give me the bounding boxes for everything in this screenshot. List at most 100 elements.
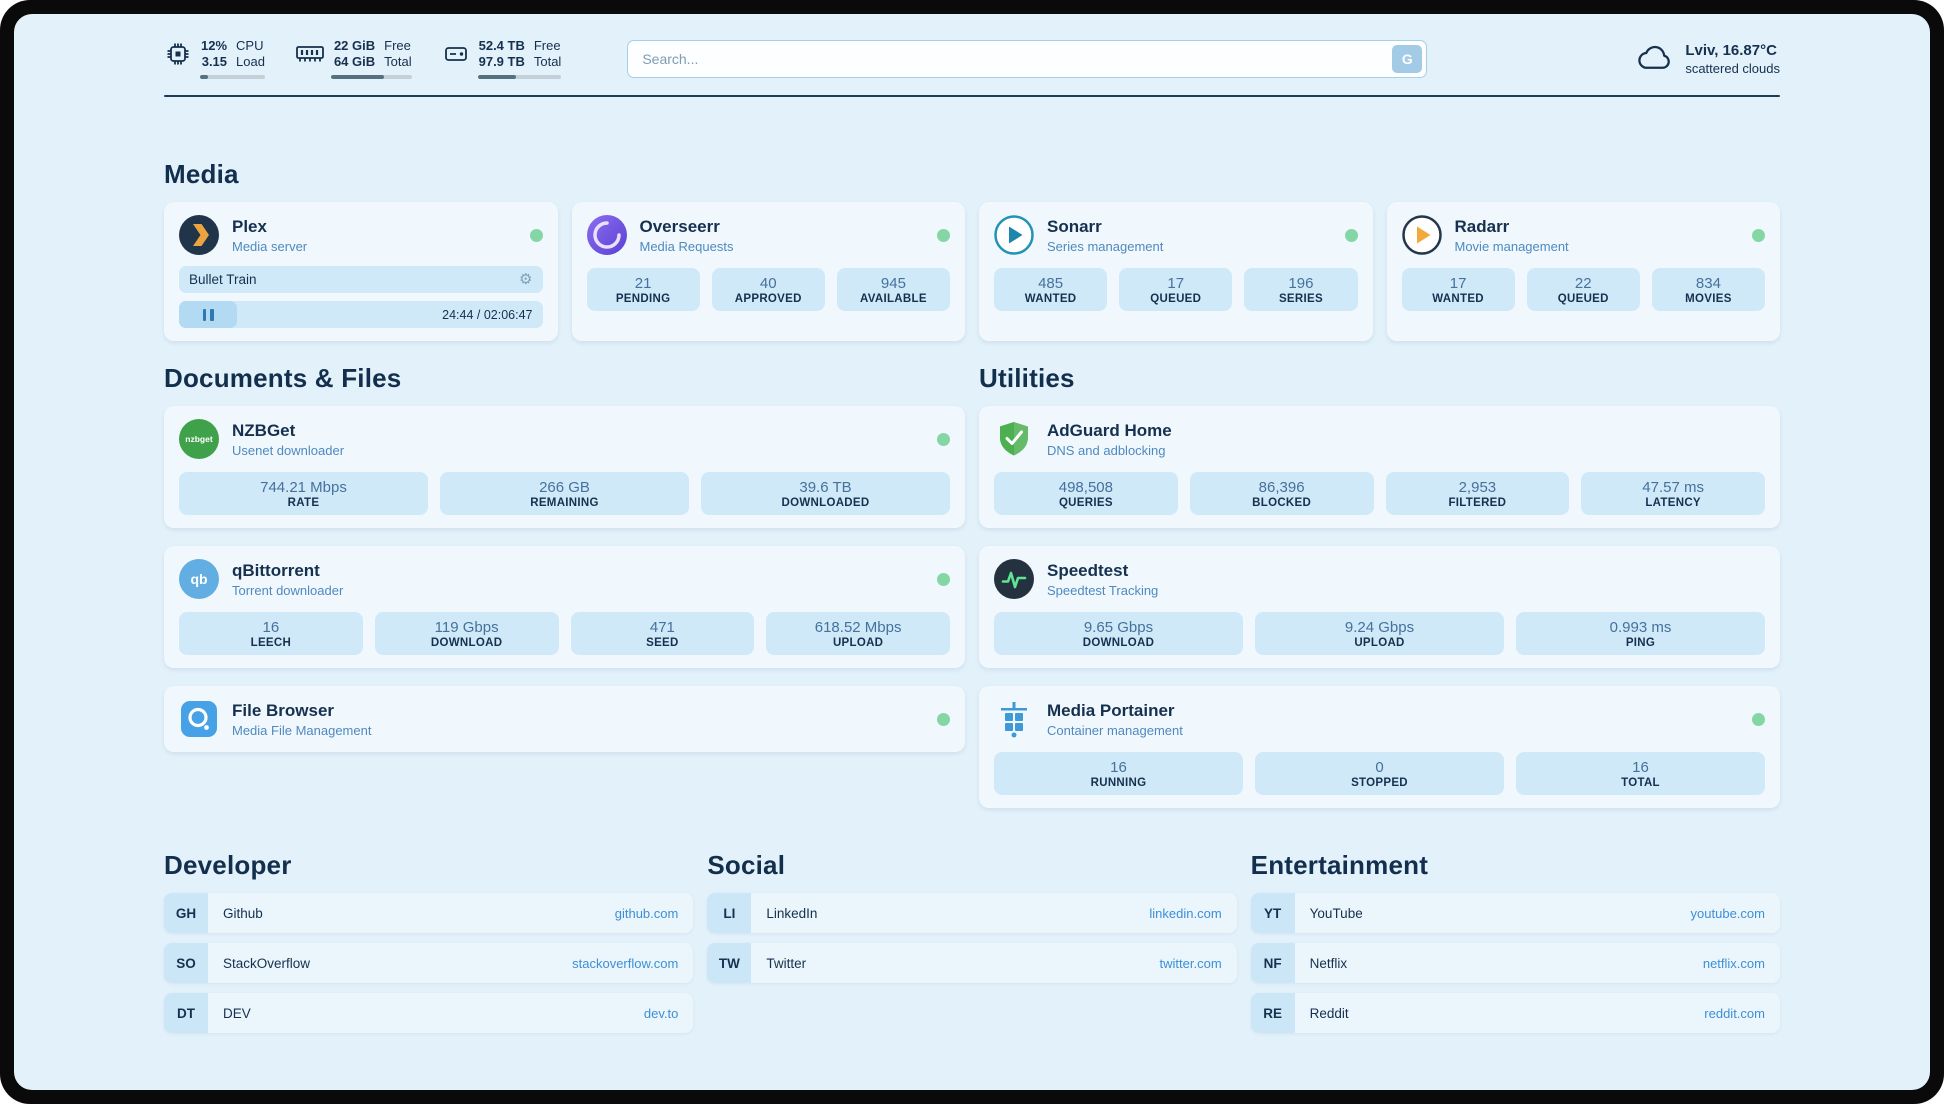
- bookmark-stackoverflow[interactable]: SO StackOverflow stackoverflow.com: [164, 943, 694, 983]
- search-engine-button[interactable]: G: [1392, 44, 1423, 73]
- section-title-entertainment: Entertainment: [1250, 850, 1429, 880]
- bookmark-youtube[interactable]: YT YouTube youtube.com: [1250, 893, 1780, 933]
- stat-box: 498,508 QUERIES: [994, 472, 1178, 515]
- documents-column: Documents & Files nzbget NZBGet U: [164, 363, 965, 808]
- app-desc: Media server: [232, 238, 308, 254]
- plex-icon: [179, 215, 219, 255]
- app-desc: Speedtest Tracking: [1047, 582, 1159, 598]
- disk-total-value: 97.9 TB: [478, 54, 525, 69]
- ram-total-value: 64 GiB: [333, 54, 376, 69]
- radarr-icon: [1401, 215, 1442, 255]
- app-card-filebrowser[interactable]: File Browser Media File Management: [164, 686, 965, 752]
- stat-box: 40 APPROVED: [711, 268, 825, 311]
- bookmark-url[interactable]: github.com: [614, 905, 679, 921]
- bookmark-linkedin[interactable]: LI LinkedIn linkedin.com: [707, 893, 1237, 933]
- stat-label: QUERIES: [1058, 497, 1113, 509]
- stat-box: 196 SERIES: [1244, 268, 1358, 311]
- stat-value: 498,508: [1058, 479, 1113, 496]
- stat-label: QUEUED: [1557, 293, 1609, 305]
- stat-value: 16: [262, 619, 280, 636]
- ram-free-value: 22 GiB: [333, 38, 376, 53]
- app-desc: Torrent downloader: [232, 582, 344, 598]
- app-name: NZBGet: [232, 420, 296, 440]
- svg-text:qb: qb: [190, 571, 207, 587]
- app-name: File Browser: [232, 700, 335, 720]
- stat-box: 16 TOTAL: [1516, 752, 1765, 795]
- app-name: Overseerr: [639, 216, 720, 236]
- bookmark-netflix[interactable]: NF Netflix netflix.com: [1250, 943, 1780, 983]
- stat-box: 744.21 Mbps RATE: [179, 472, 428, 515]
- now-playing-row: Bullet Train ⚙: [179, 266, 543, 293]
- bookmark-url[interactable]: reddit.com: [1704, 1005, 1765, 1021]
- bookmark-name: DEV: [223, 1005, 251, 1021]
- utilities-column: Utilities AdGuard Home: [979, 363, 1780, 808]
- app-card-overseerr[interactable]: Overseerr Media Requests 21 PENDING 40 A…: [571, 202, 965, 341]
- app-card-portainer[interactable]: Media Portainer Container management 16 …: [979, 686, 1780, 808]
- stat-label: REMAINING: [530, 497, 599, 509]
- app-card-qbittorrent[interactable]: qb qBittorrent Torrent downloader 16 LEE…: [164, 546, 965, 668]
- stat-label: UPLOAD: [832, 637, 884, 649]
- app-card-sonarr[interactable]: Sonarr Series management 485 WANTED 17 Q…: [979, 202, 1373, 341]
- bookmark-abbr: RE: [1250, 993, 1295, 1033]
- portainer-icon: [994, 699, 1034, 739]
- bookmark-abbr: GH: [164, 893, 208, 933]
- stat-box: 834 MOVIES: [1651, 268, 1766, 311]
- pause-button[interactable]: [179, 301, 237, 328]
- stat-label: PENDING: [615, 293, 671, 305]
- bookmarks-section: Developer GH Github github.com SO StackO…: [164, 850, 1780, 1033]
- stat-value: 16: [1632, 759, 1649, 776]
- disk-icon: [442, 40, 470, 68]
- stat-label: DOWNLOADED: [781, 497, 870, 509]
- app-card-nzbget[interactable]: nzbget NZBGet Usenet downloader 744.21 M…: [164, 406, 965, 528]
- stat-box: 47.57 ms LATENCY: [1581, 472, 1765, 515]
- gear-icon[interactable]: ⚙: [519, 271, 533, 288]
- topbar-divider: [164, 95, 1780, 97]
- stat-value: 2,953: [1458, 479, 1497, 496]
- bookmark-github[interactable]: GH Github github.com: [164, 893, 694, 933]
- app-card-radarr[interactable]: Radarr Movie management 17 WANTED 22 QUE…: [1386, 202, 1780, 341]
- bookmark-abbr: NF: [1250, 943, 1295, 983]
- app-card-speedtest[interactable]: Speedtest Speedtest Tracking 9.65 Gbps D…: [979, 546, 1780, 668]
- search-input[interactable]: [627, 39, 1428, 78]
- section-title-social: Social: [707, 850, 786, 880]
- bookmark-url[interactable]: twitter.com: [1159, 955, 1222, 971]
- bookmark-abbr: SO: [164, 943, 208, 983]
- bookmark-url[interactable]: dev.to: [643, 1005, 679, 1021]
- now-playing-title: Bullet Train: [189, 272, 257, 287]
- bookmark-twitter[interactable]: TW Twitter twitter.com: [707, 943, 1237, 983]
- stat-label: WANTED: [1024, 293, 1077, 305]
- stat-box: 21 PENDING: [586, 268, 700, 311]
- bookmark-name: YouTube: [1309, 905, 1363, 921]
- app-card-adguard[interactable]: AdGuard Home DNS and adblocking 498,508 …: [979, 406, 1780, 528]
- stat-value: 618.52 Mbps: [814, 619, 902, 636]
- stat-value: 0.993 ms: [1609, 619, 1672, 636]
- stat-value: 39.6 TB: [799, 479, 852, 496]
- bookmark-url[interactable]: netflix.com: [1702, 955, 1765, 971]
- disk-monitor: 52.4 TB 97.9 TB Free Total: [442, 38, 562, 79]
- bookmark-url[interactable]: youtube.com: [1690, 905, 1765, 921]
- stat-label: FILTERED: [1448, 497, 1507, 509]
- status-online-dot: [937, 228, 950, 242]
- stat-box: 39.6 TB DOWNLOADED: [701, 472, 950, 515]
- stat-label: DOWNLOAD: [430, 637, 503, 649]
- cpu-monitor: 12% 3.15 CPU Load: [164, 38, 265, 79]
- ram-progress-bar: [330, 75, 412, 79]
- stat-label: WANTED: [1432, 293, 1484, 305]
- section-title-documents: Documents & Files: [164, 363, 402, 393]
- stat-box: 2,953 FILTERED: [1385, 472, 1570, 515]
- app-desc: Media File Management: [232, 722, 372, 738]
- bookmark-url[interactable]: linkedin.com: [1149, 905, 1222, 921]
- stat-box: 618.52 Mbps UPLOAD: [766, 612, 950, 655]
- stat-box: 9.65 Gbps DOWNLOAD: [994, 612, 1243, 655]
- weather-condition: scattered clouds: [1685, 60, 1780, 76]
- stat-value: 17: [1167, 275, 1185, 292]
- bookmark-reddit[interactable]: RE Reddit reddit.com: [1250, 993, 1780, 1033]
- app-card-plex[interactable]: Plex Media server Bullet Train ⚙ 24:44 /…: [164, 202, 558, 341]
- disk-total-label: Total: [533, 54, 562, 69]
- bookmark-dev[interactable]: DT DEV dev.to: [164, 993, 694, 1033]
- now-playing-progress[interactable]: 24:44 / 02:06:47: [179, 301, 543, 328]
- bookmark-url[interactable]: stackoverflow.com: [572, 955, 679, 971]
- disk-free-label: Free: [533, 38, 561, 53]
- stat-box: 471 SEED: [570, 612, 755, 655]
- nzbget-icon: nzbget: [179, 419, 219, 459]
